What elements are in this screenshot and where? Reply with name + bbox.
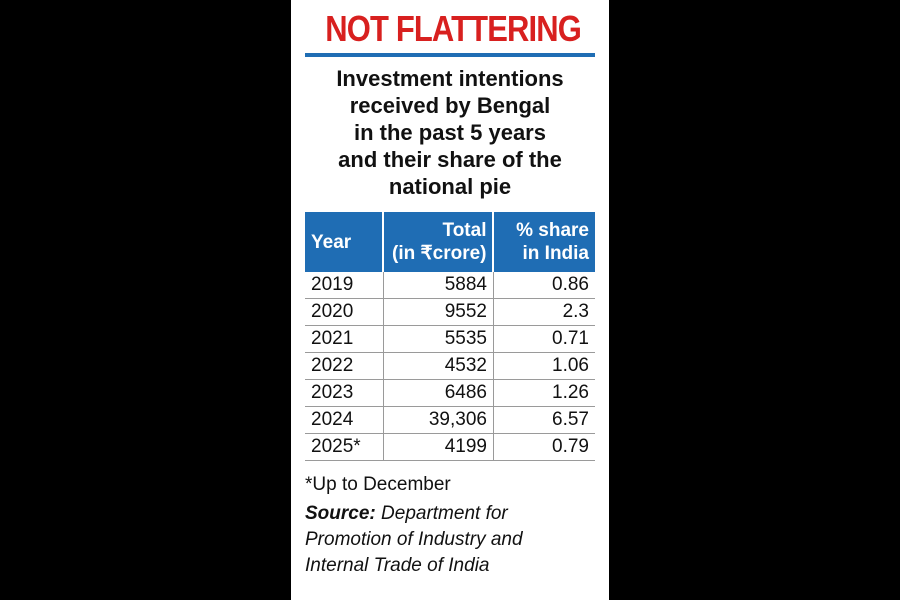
cell-year: 2021 [305, 325, 384, 353]
cell-total: 6486 [383, 379, 494, 407]
cell-total: 5535 [383, 325, 494, 353]
table-row: 2024 39,306 6.57 [305, 406, 595, 434]
cell-year: 2024 [305, 406, 384, 434]
table-row: 2023 6486 1.26 [305, 379, 595, 407]
footnote: *Up to December [305, 474, 451, 495]
table-row: 2020 9552 2.3 [305, 298, 595, 326]
cell-share: 2.3 [493, 298, 595, 326]
subtitle-line: and their share of the [338, 147, 562, 172]
source-label: Source: [305, 503, 376, 524]
cell-year: 2022 [305, 352, 384, 380]
subtitle: Investment intentions received by Bengal… [305, 65, 595, 200]
cell-share: 0.71 [493, 325, 595, 353]
header-total: Total (in ₹crore) [383, 212, 495, 272]
cell-year: 2019 [305, 272, 384, 299]
table-row: 2021 5535 0.71 [305, 325, 595, 353]
table-row: 2025* 4199 0.79 [305, 433, 595, 461]
table-row: 2022 4532 1.06 [305, 352, 595, 380]
cell-year: 2025* [305, 433, 384, 461]
cell-total: 4199 [383, 433, 494, 461]
source-line: Promotion of Industry and [305, 529, 523, 550]
investment-table: Year Total (in ₹crore) % share in India … [305, 212, 595, 461]
cell-share: 0.79 [493, 433, 595, 461]
source-note: Source: Department for Promotion of Indu… [305, 501, 595, 579]
cell-share: 1.26 [493, 379, 595, 407]
table-header-row: Year Total (in ₹crore) % share in India [305, 212, 595, 272]
cell-share: 1.06 [493, 352, 595, 380]
source-line: Internal Trade of India [305, 555, 490, 576]
subtitle-line: received by Bengal [349, 93, 551, 118]
source-line: Department for [381, 503, 508, 524]
cell-total: 5884 [383, 272, 494, 299]
header-year: Year [305, 212, 385, 272]
cell-total: 39,306 [383, 406, 494, 434]
cell-share: 0.86 [493, 272, 595, 299]
headline: NOT FLATTERING [325, 8, 582, 49]
table-row: 2019 5884 0.86 [305, 272, 595, 299]
cell-total: 4532 [383, 352, 494, 380]
cell-total: 9552 [383, 298, 494, 326]
subtitle-line: national pie [388, 174, 512, 199]
subtitle-line: in the past 5 years [354, 120, 546, 145]
headline-rule [305, 53, 595, 57]
cell-year: 2023 [305, 379, 384, 407]
subtitle-line: Investment intentions [336, 66, 564, 91]
cell-year: 2020 [305, 298, 384, 326]
cell-share: 6.57 [493, 406, 595, 434]
header-share: % share in India [493, 212, 595, 272]
infographic-card: NOT FLATTERING Investment intentions rec… [291, 0, 609, 600]
